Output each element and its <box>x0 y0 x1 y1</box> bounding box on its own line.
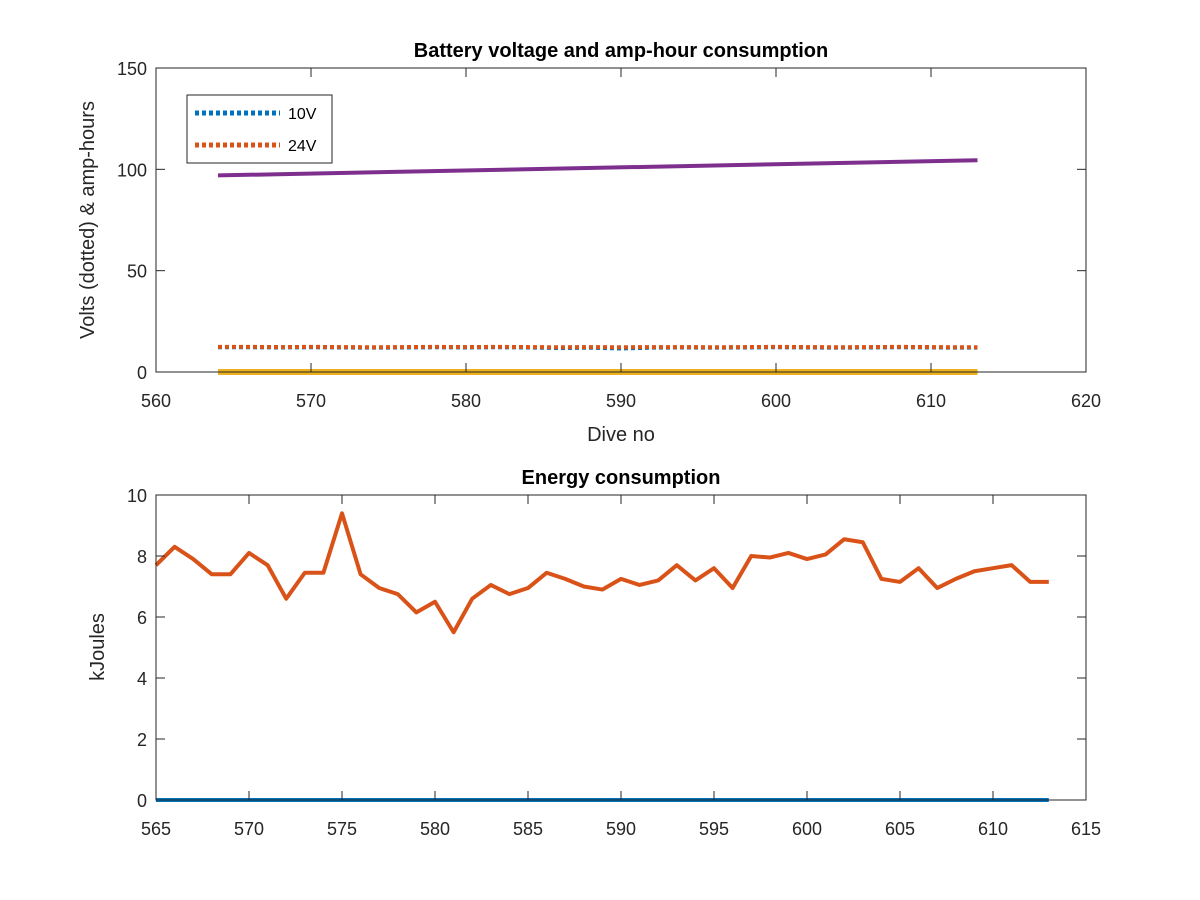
x-tick-label: 585 <box>513 819 543 839</box>
x-tick-label: 560 <box>141 391 171 411</box>
y-tick-label: 50 <box>127 262 147 282</box>
x-tick-label: 565 <box>141 819 171 839</box>
y-axis: 0 50 100 150 <box>117 59 1086 383</box>
y-tick-label: 100 <box>117 160 147 180</box>
series-line-0 <box>154 511 1049 635</box>
y-tick-label: 0 <box>137 791 147 811</box>
y-tick-label: 0 <box>137 363 147 383</box>
y-axis-label: Volts (dotted) & amp-hours <box>77 101 99 339</box>
x-tick-label: 580 <box>420 819 450 839</box>
y-tick-label: 8 <box>137 547 147 567</box>
chart-energy: Energy consumption 565 570 575 580 585 590 595… <box>87 467 1101 839</box>
y-axis-label: kJoules <box>87 613 109 681</box>
x-tick-label: 590 <box>606 391 636 411</box>
x-tick-label: 590 <box>606 819 636 839</box>
y-tick-label: 4 <box>137 669 147 689</box>
axes-box <box>155 67 1087 373</box>
legend-label-24v: 24V <box>288 138 317 155</box>
legend-label-10v: 10V <box>288 106 317 123</box>
x-tick-label: 600 <box>761 391 791 411</box>
axes-box <box>155 494 1087 801</box>
y-tick-label: 2 <box>137 730 147 750</box>
legend: 10V 24V <box>186 94 333 164</box>
x-tick-label: 610 <box>916 391 946 411</box>
x-tick-label: 615 <box>1071 819 1101 839</box>
y-tick-label: 10 <box>127 486 147 506</box>
x-axis: 565 570 575 580 585 590 595 600 605 610 615 <box>141 495 1101 839</box>
x-tick-label: 610 <box>978 819 1008 839</box>
x-tick-label: 595 <box>699 819 729 839</box>
x-tick-label: 575 <box>327 819 357 839</box>
x-tick-label: 570 <box>234 819 264 839</box>
x-tick-label: 570 <box>296 391 326 411</box>
x-axis: 560 570 580 590 600 610 620 <box>141 68 1101 411</box>
y-tick-label: 6 <box>137 608 147 628</box>
x-tick-label: 600 <box>792 819 822 839</box>
chart-title: Energy consumption <box>522 467 721 489</box>
y-tick-label: 150 <box>117 59 147 79</box>
x-axis-label: Dive no <box>587 424 655 446</box>
chart-title: Battery voltage and amp-hour consumption <box>414 40 828 62</box>
x-tick-label: 580 <box>451 391 481 411</box>
series-line-2 <box>217 158 978 178</box>
x-tick-label: 620 <box>1071 391 1101 411</box>
chart-battery: Battery voltage and amp-hour consumption… <box>77 40 1101 446</box>
x-tick-label: 605 <box>885 819 915 839</box>
legend-box <box>186 94 333 164</box>
